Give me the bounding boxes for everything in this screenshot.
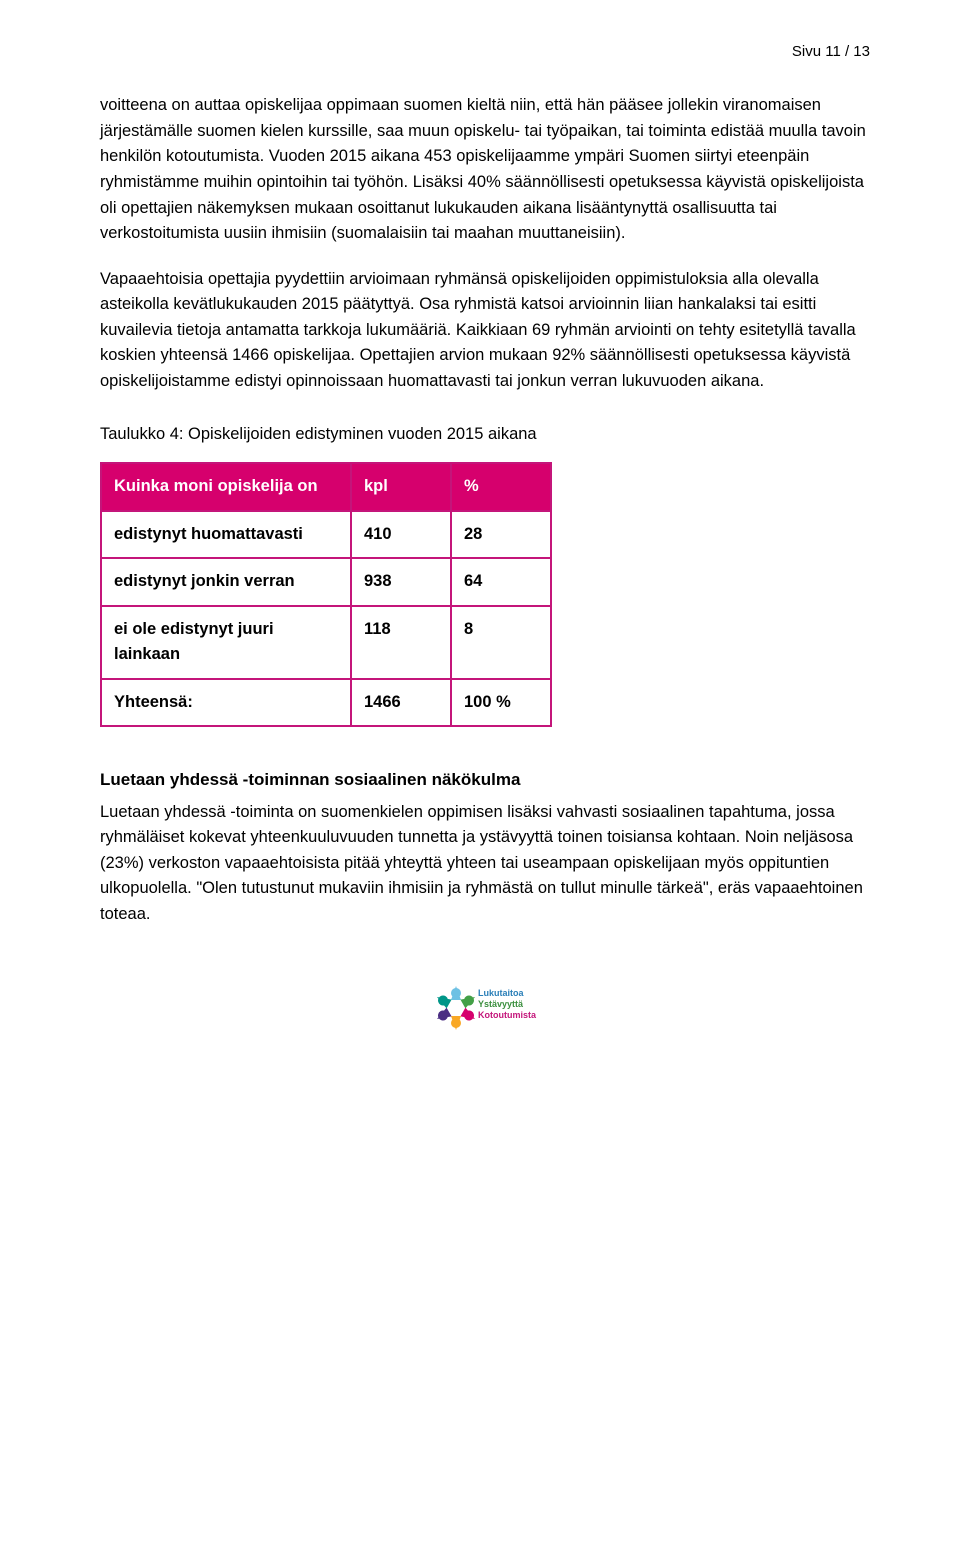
table-row: edistynyt jonkin verran 938 64 — [101, 558, 551, 606]
logo-text-line: Kotoutumista — [478, 1010, 536, 1021]
table-cell: 1466 — [351, 679, 451, 727]
section-heading: Luetaan yhdessä -toiminnan sosiaalinen n… — [100, 767, 870, 793]
table-header-cell: kpl — [351, 463, 451, 511]
table-row: Yhteensä: 1466 100 % — [101, 679, 551, 727]
footer-logo: Lukutaitoa Ystävyyttä Kotoutumista — [100, 958, 870, 1058]
table-row: ei ole edistynyt juuri lainkaan 118 8 — [101, 606, 551, 679]
table-cell: edistynyt huomattavasti — [101, 511, 351, 559]
table-cell: 28 — [451, 511, 551, 559]
table-cell: 410 — [351, 511, 451, 559]
table-row: edistynyt huomattavasti 410 28 — [101, 511, 551, 559]
body-paragraph-3: Luetaan yhdessä -toiminta on suomenkiele… — [100, 800, 870, 928]
table-cell: Yhteensä: — [101, 679, 351, 727]
table-header-cell: Kuinka moni opiskelija on — [101, 463, 351, 511]
logo-text-line: Ystävyyttä — [478, 999, 536, 1010]
logo-text-line: Lukutaitoa — [478, 988, 536, 999]
table-cell: edistynyt jonkin verran — [101, 558, 351, 606]
table-cell: 64 — [451, 558, 551, 606]
logo-text: Lukutaitoa Ystävyyttä Kotoutumista — [478, 988, 536, 1022]
table-cell: ei ole edistynyt juuri lainkaan — [101, 606, 351, 679]
progress-table: Kuinka moni opiskelija on kpl % edistyny… — [100, 462, 552, 727]
table-cell: 100 % — [451, 679, 551, 727]
table-header-cell: % — [451, 463, 551, 511]
table-cell: 8 — [451, 606, 551, 679]
table-cell: 938 — [351, 558, 451, 606]
table-cell: 118 — [351, 606, 451, 679]
body-paragraph-2: Vapaaehtoisia opettajia pyydettiin arvio… — [100, 267, 870, 395]
table-header-row: Kuinka moni opiskelija on kpl % — [101, 463, 551, 511]
body-paragraph-1: voitteena on auttaa opiskelijaa oppimaan… — [100, 93, 870, 246]
page-number: Sivu 11 / 13 — [100, 40, 870, 63]
table-caption: Taulukko 4: Opiskelijoiden edistyminen v… — [100, 422, 870, 448]
